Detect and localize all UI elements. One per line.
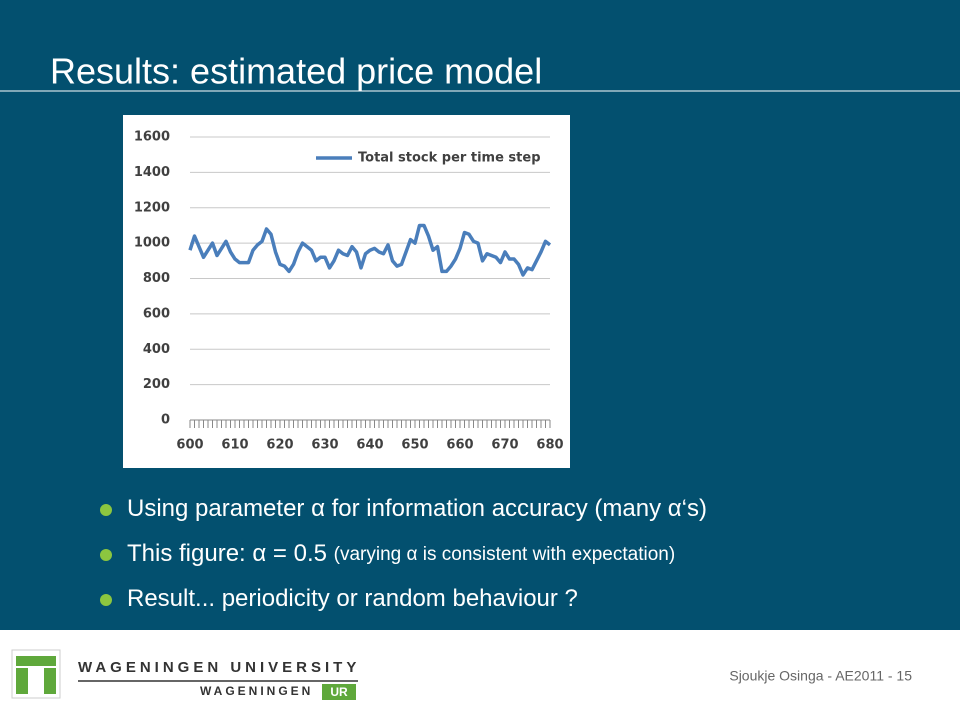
x-tick-label: 630 (311, 438, 338, 453)
logo-shape (44, 668, 56, 694)
logo-top: WAGENINGEN UNIVERSITY (78, 659, 360, 676)
chart-frame (123, 115, 570, 468)
logo-shape (16, 656, 56, 666)
bullet-part: (varying α is consistent with expectatio… (334, 544, 676, 565)
bullet-text: Using parameter α for information accura… (127, 495, 707, 522)
logo-ur-box (322, 684, 356, 700)
x-tick-label: 600 (176, 438, 203, 453)
bullet-text: Result... periodicity or random behaviou… (127, 585, 578, 612)
bullet-part: Result... periodicity or random behaviou… (127, 585, 578, 612)
bullet-dot (100, 594, 112, 606)
y-tick-label: 600 (143, 306, 170, 321)
logo-shape (16, 668, 28, 694)
bullet-part: Using parameter α for information accura… (127, 495, 707, 522)
y-tick-label: 1400 (134, 165, 170, 180)
y-tick-label: 800 (143, 271, 170, 286)
footer-credit: Sjoukje Osinga - AE2011 - 15 (729, 668, 912, 684)
logo: WAGENINGEN UNIVERSITY WAGENINGEN UR (11, 649, 360, 700)
slide-title: Results: estimated price model (50, 51, 542, 92)
x-tick-label: 660 (446, 438, 473, 453)
y-tick-label: 1000 (134, 236, 170, 251)
x-tick-label: 680 (536, 438, 563, 453)
bullet-text: This figure: α = 0.5 (varying α is consi… (127, 540, 675, 567)
series-line (188, 223, 552, 277)
chart: 0 200 400 600 800 1000 1200 1400 1600 600 610 620 63… (134, 130, 564, 453)
y-tick-label: 1600 (134, 130, 170, 145)
y-tick-label: 400 (143, 342, 170, 357)
legend-label: Total stock per time step (358, 151, 541, 166)
x-tick-label: 670 (491, 438, 518, 453)
bullet-part: This figure: α = 0.5 (127, 540, 334, 567)
logo-bottom: WAGENINGEN (200, 684, 313, 698)
bullet-dot (100, 549, 112, 561)
footer-band (0, 630, 960, 720)
y-tick-label: 200 (143, 377, 170, 392)
y-tick-label: 0 (161, 413, 170, 428)
bullet-list: Using parameter α for information accura… (100, 495, 707, 612)
y-tick-label: 1200 (134, 200, 170, 215)
x-tick-label: 610 (221, 438, 248, 453)
x-tick-label: 640 (356, 438, 383, 453)
bullet-dot (100, 504, 112, 516)
x-tick-label: 620 (266, 438, 293, 453)
x-tick-label: 650 (401, 438, 428, 453)
logo-ur: UR (330, 685, 348, 699)
